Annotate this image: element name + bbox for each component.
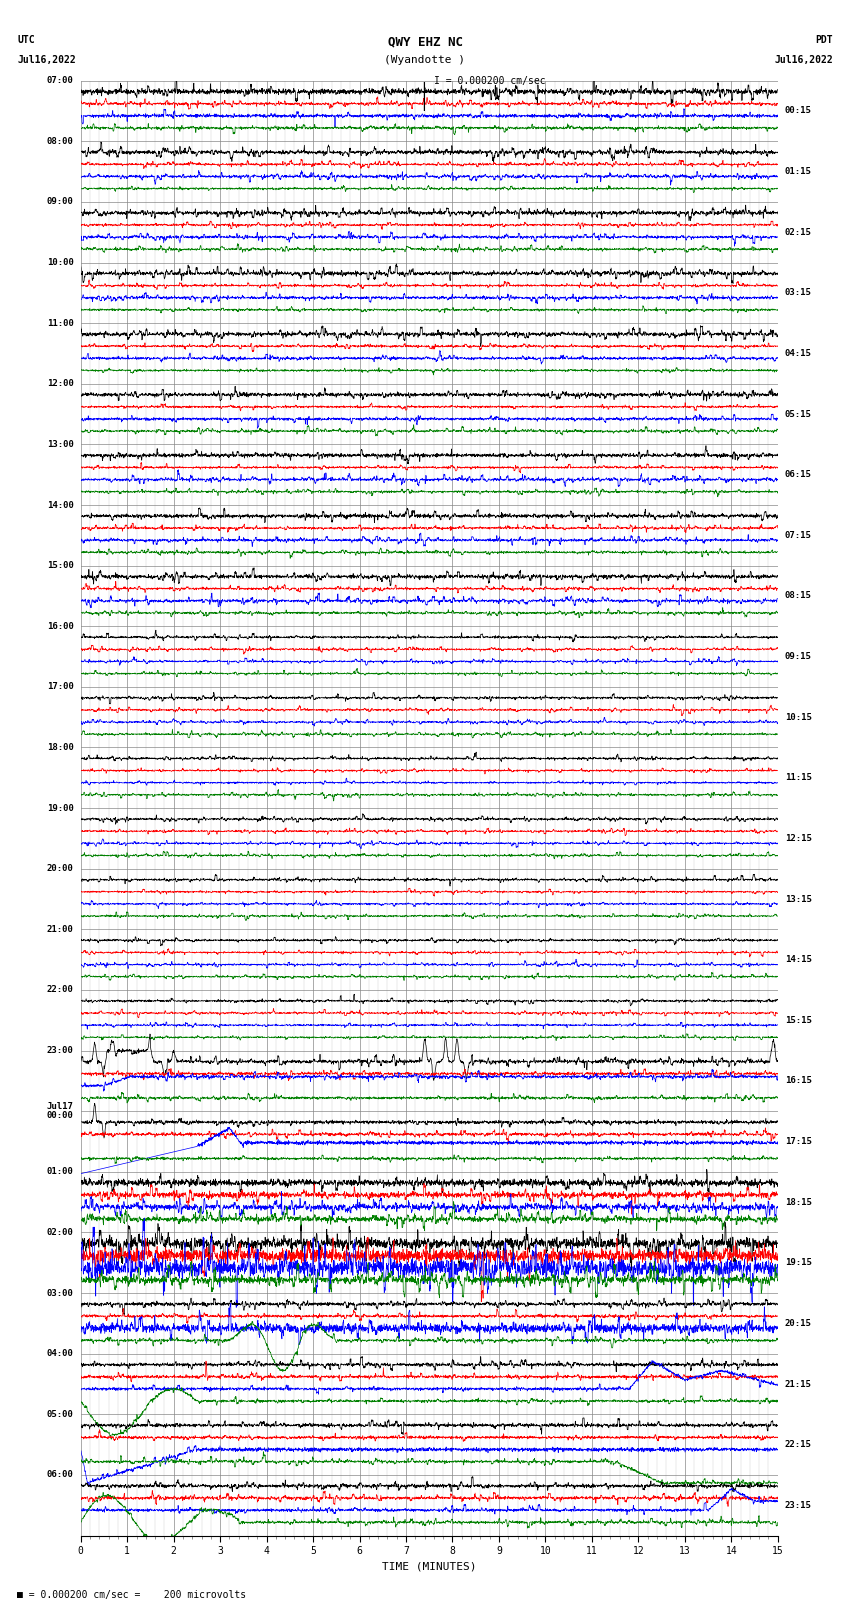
Text: 01:00: 01:00	[47, 1168, 74, 1176]
Text: Jul16,2022: Jul16,2022	[774, 55, 833, 65]
Text: 02:15: 02:15	[785, 227, 812, 237]
Text: 04:15: 04:15	[785, 348, 812, 358]
Text: 07:15: 07:15	[785, 531, 812, 540]
Text: 19:15: 19:15	[785, 1258, 812, 1268]
Text: 21:00: 21:00	[47, 924, 74, 934]
Text: UTC: UTC	[17, 35, 35, 45]
Text: 11:00: 11:00	[47, 319, 74, 327]
Text: 01:15: 01:15	[785, 168, 812, 176]
Text: 14:15: 14:15	[785, 955, 812, 965]
Text: 13:15: 13:15	[785, 895, 812, 903]
Text: 06:15: 06:15	[785, 471, 812, 479]
Text: 12:15: 12:15	[785, 834, 812, 844]
X-axis label: TIME (MINUTES): TIME (MINUTES)	[382, 1561, 477, 1571]
Text: 20:00: 20:00	[47, 865, 74, 873]
Text: 06:00: 06:00	[47, 1471, 74, 1479]
Text: 07:00: 07:00	[47, 76, 74, 85]
Text: Jul17: Jul17	[47, 1102, 74, 1111]
Text: 15:15: 15:15	[785, 1016, 812, 1024]
Text: 23:00: 23:00	[47, 1047, 74, 1055]
Text: 22:15: 22:15	[785, 1440, 812, 1448]
Text: 05:00: 05:00	[47, 1410, 74, 1419]
Text: I = 0.000200 cm/sec: I = 0.000200 cm/sec	[434, 76, 545, 85]
Text: 18:00: 18:00	[47, 744, 74, 752]
Text: 18:15: 18:15	[785, 1198, 812, 1207]
Text: Jul16,2022: Jul16,2022	[17, 55, 76, 65]
Text: 11:15: 11:15	[785, 773, 812, 782]
Text: 17:00: 17:00	[47, 682, 74, 692]
Text: 23:15: 23:15	[785, 1500, 812, 1510]
Text: 16:15: 16:15	[785, 1076, 812, 1086]
Text: 19:00: 19:00	[47, 803, 74, 813]
Text: 08:00: 08:00	[47, 137, 74, 145]
Text: 02:00: 02:00	[47, 1227, 74, 1237]
Text: 12:00: 12:00	[47, 379, 74, 389]
Text: 05:15: 05:15	[785, 410, 812, 418]
Text: 10:15: 10:15	[785, 713, 812, 721]
Text: ■ = 0.000200 cm/sec =    200 microvolts: ■ = 0.000200 cm/sec = 200 microvolts	[17, 1590, 246, 1600]
Text: 22:00: 22:00	[47, 986, 74, 995]
Text: 08:15: 08:15	[785, 592, 812, 600]
Text: PDT: PDT	[815, 35, 833, 45]
Text: 15:00: 15:00	[47, 561, 74, 569]
Text: 14:00: 14:00	[47, 500, 74, 510]
Text: 03:15: 03:15	[785, 289, 812, 297]
Text: 13:00: 13:00	[47, 440, 74, 448]
Text: 04:00: 04:00	[47, 1348, 74, 1358]
Text: 16:00: 16:00	[47, 621, 74, 631]
Text: 09:00: 09:00	[47, 197, 74, 206]
Text: 17:15: 17:15	[785, 1137, 812, 1145]
Text: QWY EHZ NC: QWY EHZ NC	[388, 35, 462, 48]
Text: (Wyandotte ): (Wyandotte )	[384, 55, 466, 65]
Text: 10:00: 10:00	[47, 258, 74, 268]
Text: 21:15: 21:15	[785, 1379, 812, 1389]
Text: 20:15: 20:15	[785, 1319, 812, 1327]
Text: 09:15: 09:15	[785, 652, 812, 661]
Text: 00:00: 00:00	[47, 1111, 74, 1119]
Text: 00:15: 00:15	[785, 106, 812, 116]
Text: 03:00: 03:00	[47, 1289, 74, 1297]
